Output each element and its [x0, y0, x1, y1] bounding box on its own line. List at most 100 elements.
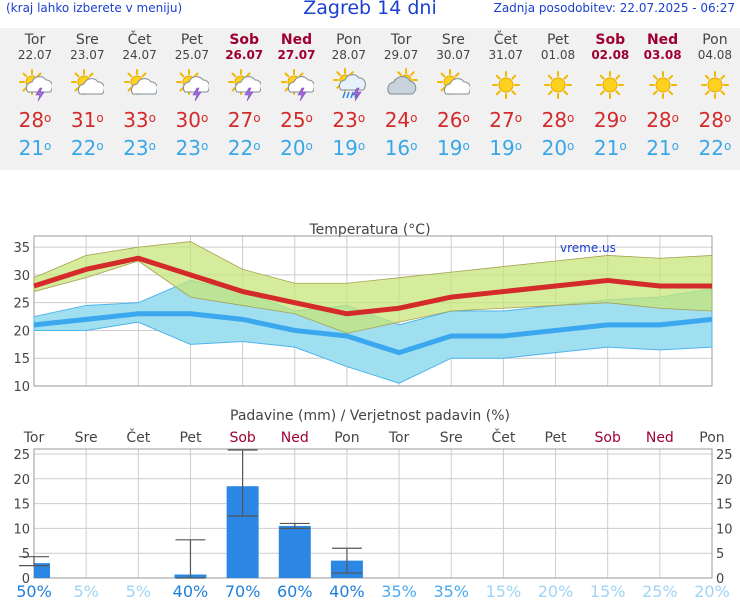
day-date: 28.07 [331, 48, 366, 62]
cloudy-icon [384, 68, 419, 102]
precip-probability-label: 35% [433, 582, 469, 600]
precip-probability-label: 70% [225, 582, 261, 600]
day-date: 24.07 [122, 48, 157, 62]
min-temperature: 19o [436, 136, 470, 160]
precip-probability-label: 15% [486, 582, 522, 600]
precipitation-plot-frame [33, 448, 713, 579]
min-temperature: 22o [698, 136, 732, 160]
y-tick-label: 10 [13, 380, 30, 395]
min-temperature: 23o [123, 136, 156, 160]
y-tick-label-left: 15 [13, 498, 30, 513]
precip-day-label: Pet [179, 430, 202, 446]
day-name: Pet [180, 32, 203, 48]
sun-icon [593, 68, 627, 102]
max-temperature: 29o [593, 108, 627, 132]
header-bar: (kraj lahko izberete v meniju) Zagreb 14… [0, 0, 740, 22]
max-temperature-line [33, 255, 712, 317]
sun-icon [541, 68, 575, 102]
day-name: Sob [595, 32, 626, 48]
y-tick-label-right: 15 [716, 498, 733, 513]
min-temperature: 19o [332, 136, 366, 160]
forecast-day: Ned 27.07 25o 20o [271, 28, 323, 160]
precip-day-label: Čet [491, 428, 515, 446]
last-update-text: Zadnja posodobitev: 22.07.2025 - 06:27 [493, 1, 735, 15]
min-temperature: 20o [280, 136, 313, 160]
max-temperature-range-band [33, 241, 713, 334]
precip-probability-label: 35% [381, 582, 417, 600]
y-tick-label: 15 [13, 352, 30, 367]
min-temperature: 19o [489, 136, 523, 160]
watermark-text: vreme.us [560, 241, 616, 255]
charts: Temperatura (°C) 10 15 20 25 30 35 vreme.us Pada… [13, 222, 733, 600]
precip-day-label: Sob [595, 430, 621, 446]
sun-cloud-icon [70, 68, 106, 102]
day-date: 04.08 [697, 48, 733, 62]
forecast-day: Čet 24.07 33o 23o [114, 28, 166, 160]
precip-probability-label: 60% [277, 582, 313, 600]
max-temperature: 25o [280, 108, 313, 132]
day-name: Ned [646, 32, 679, 48]
min-temperature: 21o [593, 136, 627, 160]
min-temperature: 22o [70, 136, 104, 160]
precip-probability-label: 40% [329, 582, 365, 600]
y-tick-label-right: 0 [716, 572, 724, 587]
min-temperature: 20o [541, 136, 575, 160]
y-tick-label-left: 20 [13, 473, 30, 488]
y-tick-label-right: 20 [716, 473, 733, 488]
max-temperature: 24o [384, 108, 418, 132]
sun-thunderstorm-icon [227, 68, 263, 102]
precipitation-chart-title: Padavine (mm) / Verjetnost padavin (%) [230, 408, 510, 424]
y-tick-label-left: 25 [13, 448, 30, 463]
day-name: Čet [127, 32, 152, 48]
precip-probability-label: 5% [126, 582, 151, 600]
forecast-day: Sre 30.07 26o 19o [427, 28, 479, 160]
precip-probability-label: 20% [694, 582, 730, 600]
precip-day-label: Tor [388, 430, 410, 446]
sun-rain-thunder-icon [332, 68, 366, 102]
day-date: 23.07 [70, 48, 105, 62]
max-temperature: 28o [646, 108, 679, 132]
day-name: Sre [75, 32, 99, 48]
precip-probability-label: 50% [16, 582, 52, 600]
max-temperature: 30o [175, 108, 209, 132]
y-tick-label: 25 [13, 297, 30, 312]
min-temperature: 23o [175, 136, 209, 160]
max-temperature: 23o [332, 108, 366, 132]
precip-day-label: Pon [334, 430, 359, 446]
day-date: 30.07 [436, 48, 471, 62]
forecast-day: Ned 03.08 28o 21o [637, 28, 689, 160]
forecast-strip: Tor 22.07 28o 21o Sre 23.07 31o 22o Čet 24.07 3… [0, 28, 740, 170]
day-name: Tor [390, 32, 412, 48]
day-name: Pet [546, 32, 570, 48]
y-tick-label-right: 5 [716, 547, 724, 562]
precip-probability-label: 20% [538, 582, 574, 600]
day-name: Tor [24, 32, 46, 48]
max-temperature: 28o [698, 108, 732, 132]
precip-probability-label: 5% [73, 582, 98, 600]
forecast-day: Pon 28.07 23o 19o [323, 28, 375, 160]
precip-day-label: Ned [646, 430, 674, 446]
precip-day-label: Tor [23, 430, 45, 446]
location-menu-hint[interactable]: (kraj lahko izberete v meniju) [6, 1, 183, 15]
sun-thunderstorm-icon [280, 68, 315, 102]
precip-day-label: Pon [699, 430, 724, 446]
forecast-day: Pet 25.07 30o 23o [166, 28, 218, 160]
day-date: 25.07 [174, 48, 210, 62]
day-name: Pon [702, 32, 728, 48]
forecast-day: Čet 31.07 27o 19o [480, 28, 532, 160]
max-temperature: 33o [123, 108, 156, 132]
sun-cloud-icon [436, 68, 472, 102]
y-tick-label-right: 10 [716, 522, 733, 537]
max-temperature: 27o [489, 108, 523, 132]
precipitation-bar [34, 563, 50, 578]
day-name: Ned [280, 32, 313, 48]
sun-icon [698, 68, 732, 102]
precip-day-label: Sob [229, 430, 255, 446]
day-date: 26.07 [225, 48, 264, 62]
sun-icon [489, 68, 523, 102]
forecast-day: Tor 29.07 24o 16o [375, 28, 427, 160]
sun-cloud-icon [123, 68, 158, 102]
y-tick-label-left: 0 [22, 572, 30, 587]
precip-day-label: Ned [281, 430, 309, 446]
day-name: Sob [229, 32, 260, 48]
